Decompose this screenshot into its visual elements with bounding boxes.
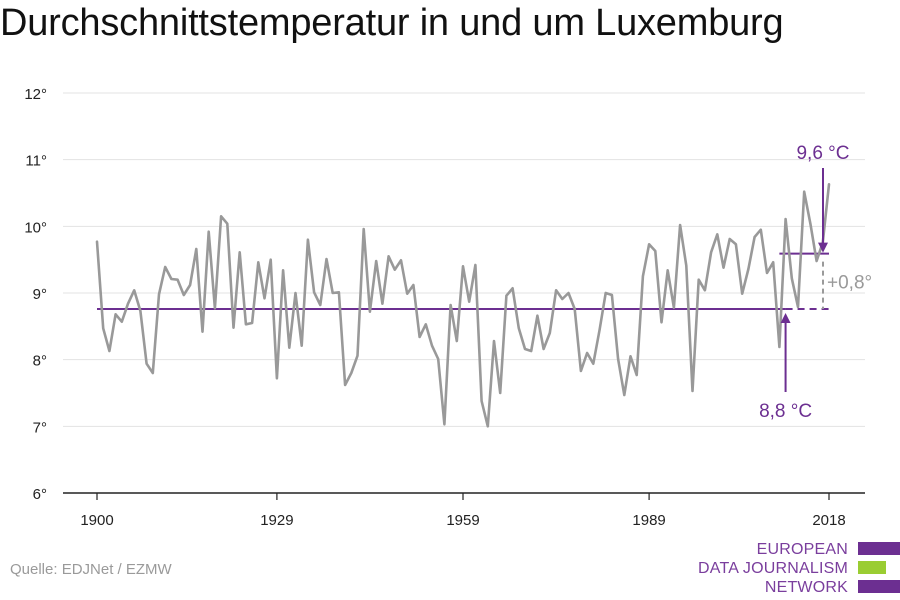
- source-note: Quelle: EDJNet / EZMW: [10, 561, 172, 578]
- y-axis-tick-labels: 6° 7° 8° 9° 10° 11° 12°: [24, 86, 47, 503]
- y-tick-label-12: 12°: [24, 86, 47, 103]
- y-tick-label-9: 9°: [33, 286, 47, 303]
- logo-bar-green: [858, 561, 886, 574]
- chart-title: Durchschnittstemperatur in und um Luxemb…: [0, 2, 784, 44]
- y-tick-label-6: 6°: [33, 486, 47, 503]
- average-lines: [97, 252, 829, 310]
- x-axis: 1900 1929 1959 1989 2018: [63, 492, 865, 529]
- baseline-value-label: 8,8 °C: [759, 401, 812, 422]
- x-tick-label-2018: 2018: [812, 512, 845, 529]
- annotations: 8,8 °C 9,6 °C +0,8°: [759, 143, 872, 422]
- logo-line-data-journalism: DATA JOURNALISM: [698, 560, 848, 577]
- y-tick-label-7: 7°: [33, 419, 47, 436]
- difference-label: +0,8°: [827, 272, 872, 293]
- edjnet-logo: EUROPEAN DATA JOURNALISM NETWORK: [698, 540, 900, 598]
- x-tick-label-1900: 1900: [80, 512, 113, 529]
- y-tick-label-10: 10°: [24, 219, 47, 236]
- x-tick-label-1989: 1989: [632, 512, 665, 529]
- x-tick-label-1959: 1959: [446, 512, 479, 529]
- temperature-series: [95, 183, 831, 428]
- y-tick-label-8: 8°: [33, 353, 47, 370]
- logo-bar-purple-bottom: [858, 580, 900, 593]
- logo-line-european: EUROPEAN: [756, 541, 848, 558]
- recent-value-label: 9,6 °C: [796, 143, 849, 164]
- gridlines: [63, 92, 865, 427]
- y-tick-label-11: 11°: [25, 153, 47, 170]
- logo-line-network: NETWORK: [764, 579, 848, 596]
- series-line-annual-temperature: [95, 183, 831, 428]
- logo-bar-purple-top: [858, 542, 900, 555]
- x-tick-label-1929: 1929: [260, 512, 293, 529]
